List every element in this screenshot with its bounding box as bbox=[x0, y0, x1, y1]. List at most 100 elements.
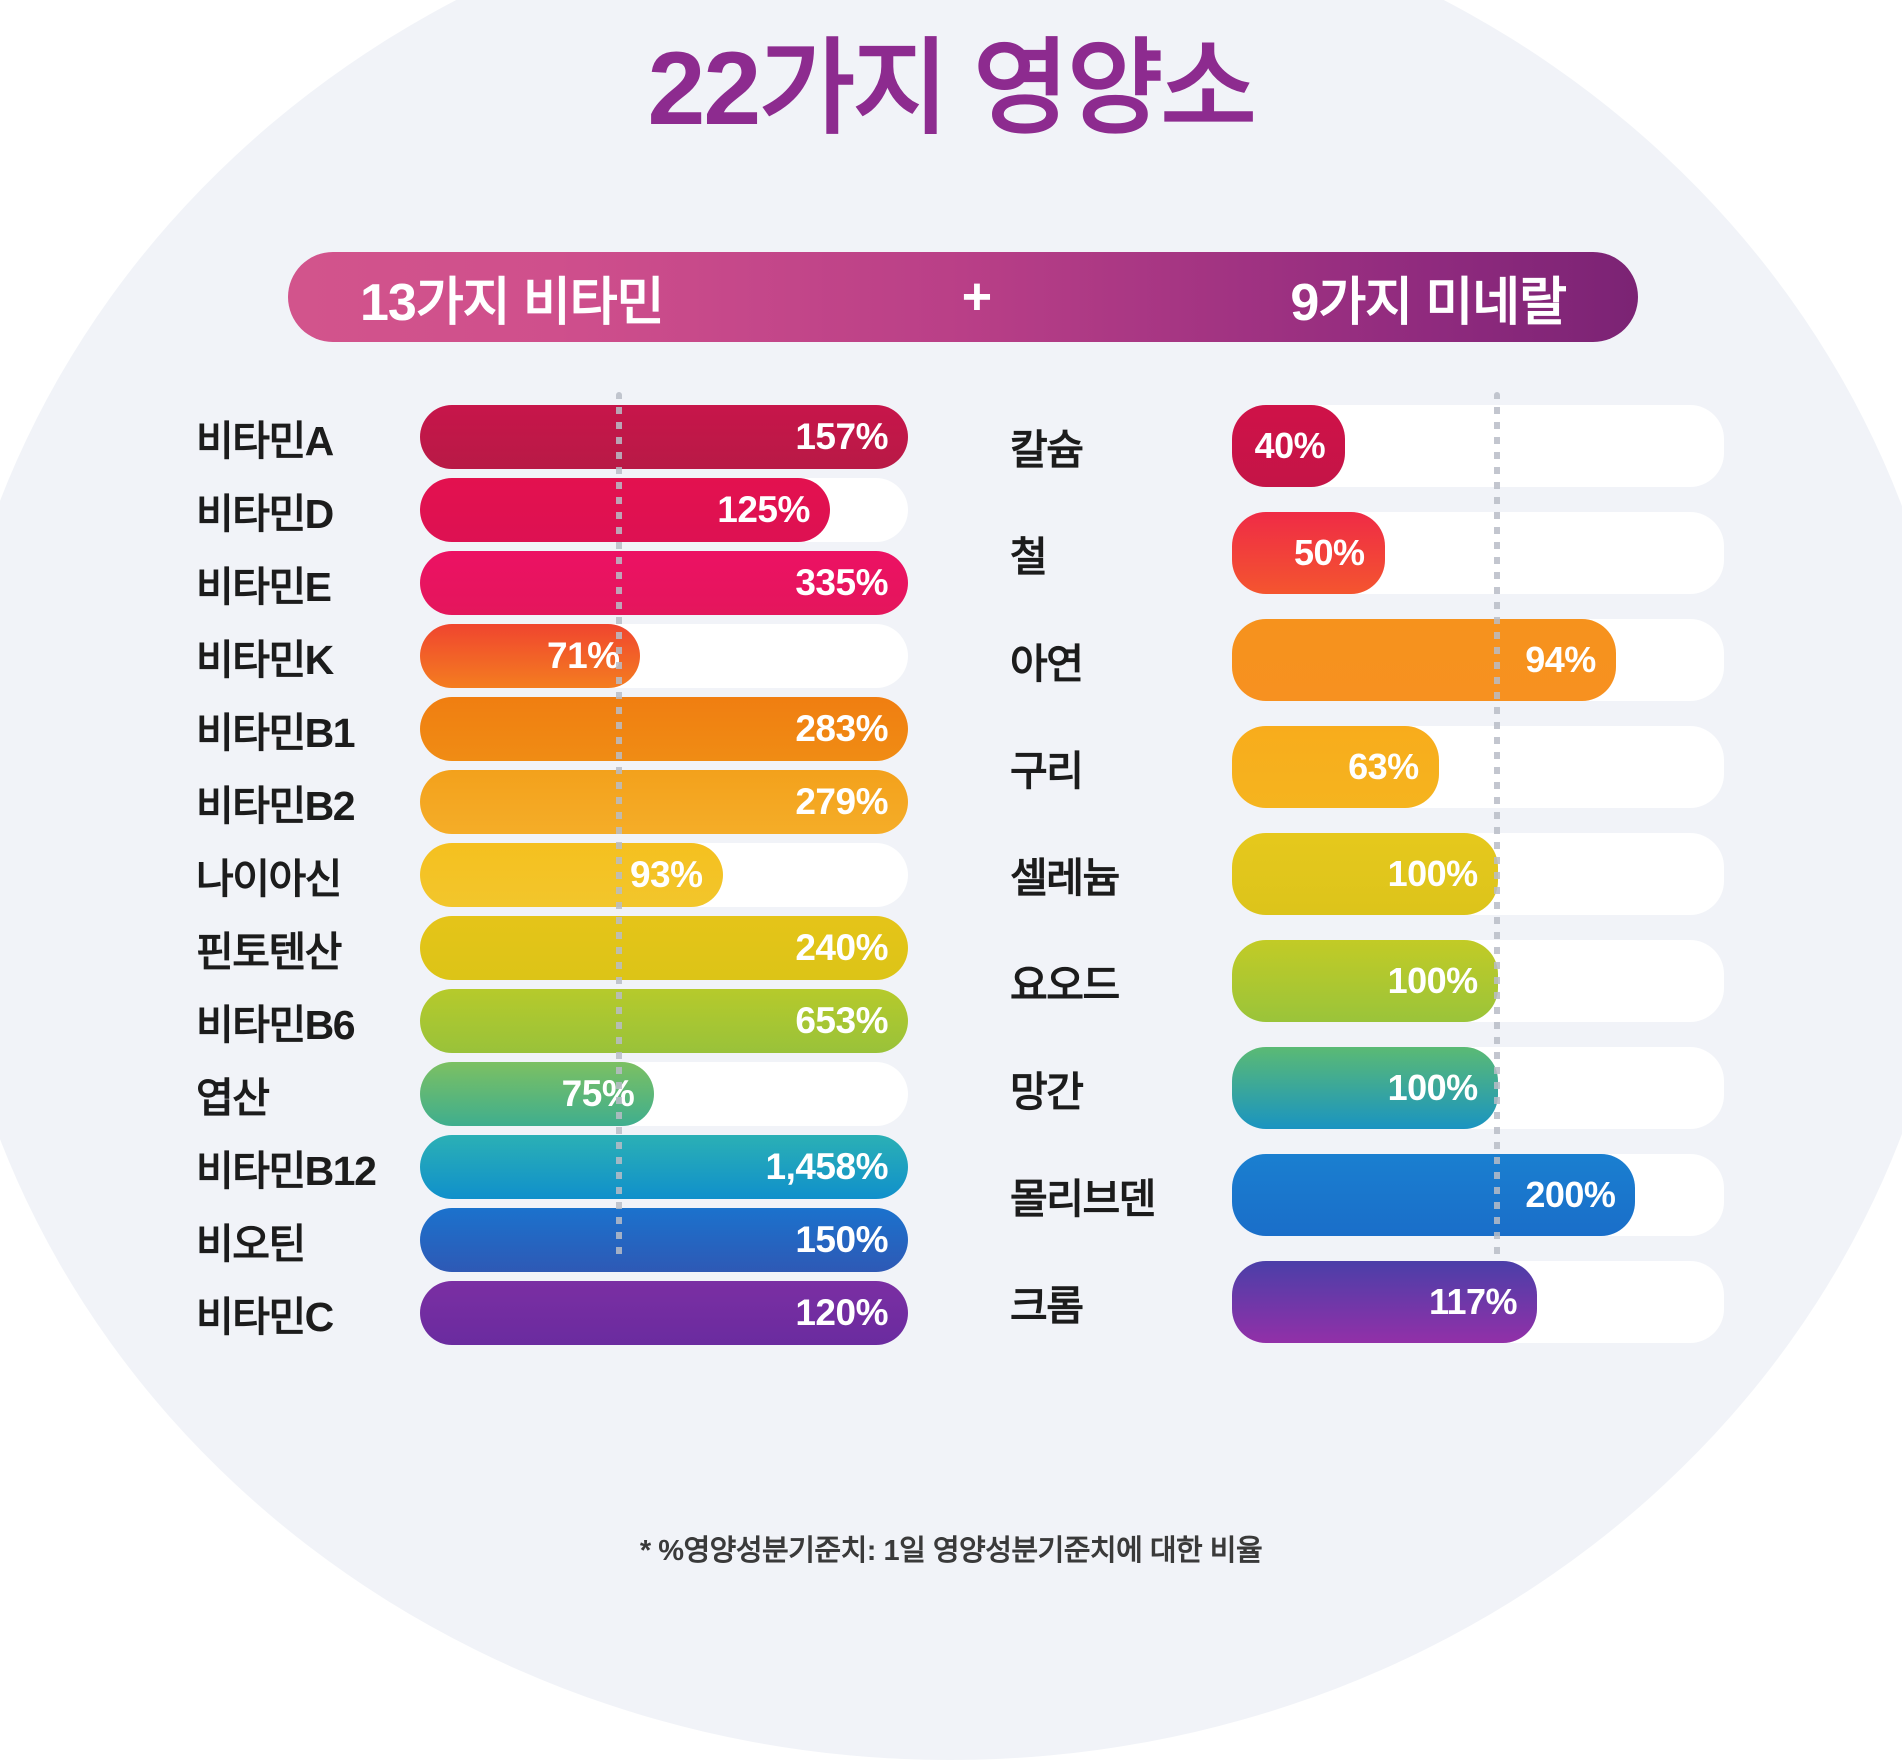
nutrient-bar-fill: 100% bbox=[1232, 940, 1498, 1022]
nutrient-bar-fill: 335% bbox=[420, 551, 908, 615]
nutrient-bar-track: 150% bbox=[420, 1208, 908, 1272]
nutrient-row: 셀레늄 100% bbox=[1010, 833, 1724, 915]
nutrient-value-label: 1,458% bbox=[765, 1146, 889, 1187]
nutrient-row: 망간 100% bbox=[1010, 1047, 1724, 1129]
nutrient-label: 비타민E bbox=[196, 564, 332, 610]
nutrient-bar-track: 653% bbox=[420, 989, 908, 1053]
nutrient-bar-track: 157% bbox=[420, 405, 908, 469]
nutrient-value-label: 150% bbox=[795, 1219, 888, 1260]
nutrient-bar-track: 94% bbox=[1232, 619, 1724, 701]
nutrient-bar-fill: 94% bbox=[1232, 619, 1616, 701]
nutrient-row: 비타민D 125% bbox=[196, 478, 908, 542]
nutrient-row: 요오드 100% bbox=[1010, 940, 1724, 1022]
nutrient-bar-fill: 125% bbox=[420, 478, 830, 542]
nutrient-bar-fill: 93% bbox=[420, 843, 723, 907]
nutrient-label: 망간 bbox=[1010, 1069, 1084, 1115]
nutrient-row: 비타민B2 279% bbox=[196, 770, 908, 834]
footnote: * %영양성분기준치: 1일 영양성분기준치에 대한 비율 bbox=[639, 1535, 1263, 1567]
nutrient-bar-track: 100% bbox=[1232, 940, 1724, 1022]
nutrient-label: 요오드 bbox=[1010, 962, 1120, 1008]
nutrient-row: 나이아신 93% bbox=[196, 843, 908, 907]
nutrient-bar-track: 71% bbox=[420, 624, 908, 688]
nutrient-label: 셀레늄 bbox=[1010, 855, 1120, 901]
nutrient-bar-track: 279% bbox=[420, 770, 908, 834]
banner-vitamins-label: 13가지 비타민 bbox=[360, 273, 664, 332]
nutrient-row: 비타민E 335% bbox=[196, 551, 908, 615]
nutrient-bar-fill: 50% bbox=[1232, 512, 1385, 594]
nutrient-row: 비타민B12 1,458% bbox=[196, 1135, 908, 1199]
nutrient-bar-track: 1,458% bbox=[420, 1135, 908, 1199]
nutrient-row: 구리 63% bbox=[1010, 726, 1724, 808]
plus-icon: + bbox=[961, 268, 993, 326]
nutrient-label: 비타민A bbox=[196, 418, 334, 464]
page-title: 22가지 영양소 bbox=[647, 31, 1257, 147]
nutrient-bar-track: 200% bbox=[1232, 1154, 1724, 1236]
nutrient-value-label: 120% bbox=[795, 1292, 888, 1333]
nutrient-bar-fill: 240% bbox=[420, 916, 908, 980]
nutrient-value-label: 125% bbox=[717, 489, 810, 530]
nutrient-value-label: 63% bbox=[1348, 746, 1419, 787]
nutrient-value-label: 240% bbox=[795, 927, 888, 968]
nutrient-bar-fill: 100% bbox=[1232, 1047, 1498, 1129]
nutrient-bar-fill: 653% bbox=[420, 989, 908, 1053]
nutrient-label: 비오틴 bbox=[196, 1221, 306, 1267]
nutrient-label: 철 bbox=[1010, 534, 1048, 580]
nutrient-label: 비타민B1 bbox=[196, 710, 356, 756]
nutrient-row: 핀토텐산 240% bbox=[196, 916, 908, 980]
nutrient-label: 비타민B6 bbox=[196, 1002, 356, 1048]
nutrient-bar-fill: 279% bbox=[420, 770, 908, 834]
nutrient-value-label: 75% bbox=[561, 1073, 635, 1114]
nutrient-bar-fill: 283% bbox=[420, 697, 908, 761]
vitamins-chart-column: 비타민A 157% 비타민D 125% 비타민E 335% 비타민K 71% 비타민B1 283%… bbox=[196, 405, 908, 1354]
nutrient-bar-fill: 63% bbox=[1232, 726, 1439, 808]
reference-marker-minerals bbox=[1494, 392, 1500, 1262]
nutrient-row: 몰리브덴 200% bbox=[1010, 1154, 1724, 1236]
nutrient-bar-track: 335% bbox=[420, 551, 908, 615]
nutrient-value-label: 157% bbox=[795, 416, 888, 457]
nutrient-bar-track: 75% bbox=[420, 1062, 908, 1126]
nutrient-value-label: 100% bbox=[1387, 1067, 1479, 1108]
nutrient-row: 아연 94% bbox=[1010, 619, 1724, 701]
nutrient-label: 핀토텐산 bbox=[196, 929, 342, 975]
nutrient-value-label: 100% bbox=[1387, 853, 1479, 894]
nutrient-value-label: 93% bbox=[629, 854, 703, 895]
nutrient-label: 비타민D bbox=[196, 491, 334, 537]
nutrient-row: 크롬 117% bbox=[1010, 1261, 1724, 1343]
nutrient-row: 비타민B6 653% bbox=[196, 989, 908, 1053]
nutrient-bar-fill: 40% bbox=[1232, 405, 1346, 487]
nutrient-bar-track: 100% bbox=[1232, 1047, 1724, 1129]
minerals-chart-column: 칼슘 40% 철 50% 아연 94% 구리 63% 셀레늄 100% 요오드 100% 망간 100% 몰… bbox=[1010, 405, 1724, 1368]
nutrient-bar-fill: 120% bbox=[420, 1281, 908, 1345]
nutrient-label: 크롬 bbox=[1010, 1283, 1084, 1329]
nutrient-row: 비타민A 157% bbox=[196, 405, 908, 469]
nutrient-label: 엽산 bbox=[196, 1075, 270, 1121]
nutrient-row: 비타민K 71% bbox=[196, 624, 908, 688]
nutrient-bar-fill: 200% bbox=[1232, 1154, 1636, 1236]
nutrient-row: 비타민B1 283% bbox=[196, 697, 908, 761]
nutrient-bar-track: 283% bbox=[420, 697, 908, 761]
nutrient-bar-fill: 1,458% bbox=[420, 1135, 908, 1199]
nutrient-bar-fill: 150% bbox=[420, 1208, 908, 1272]
nutrient-value-label: 117% bbox=[1428, 1281, 1518, 1322]
nutrient-value-label: 653% bbox=[795, 1000, 888, 1041]
nutrient-bar-track: 117% bbox=[1232, 1261, 1724, 1343]
banner-minerals-label: 9가지 미네랄 bbox=[1290, 273, 1567, 332]
nutrient-bar-track: 125% bbox=[420, 478, 908, 542]
nutrient-label: 아연 bbox=[1010, 641, 1084, 687]
nutrient-row: 철 50% bbox=[1010, 512, 1724, 594]
nutrient-label: 비타민C bbox=[196, 1294, 334, 1340]
nutrient-bar-track: 240% bbox=[420, 916, 908, 980]
nutrient-bar-track: 63% bbox=[1232, 726, 1724, 808]
nutrient-row: 비타민C 120% bbox=[196, 1281, 908, 1345]
nutrient-label: 구리 bbox=[1010, 748, 1084, 794]
nutrient-label: 비타민B2 bbox=[196, 783, 356, 829]
nutrient-bar-track: 100% bbox=[1232, 833, 1724, 915]
nutrient-row: 칼슘 40% bbox=[1010, 405, 1724, 487]
nutrient-bar-track: 50% bbox=[1232, 512, 1724, 594]
nutrient-value-label: 40% bbox=[1254, 425, 1326, 466]
nutrient-label: 나이아신 bbox=[196, 856, 342, 902]
nutrient-value-label: 50% bbox=[1293, 532, 1365, 573]
nutrient-value-label: 200% bbox=[1525, 1174, 1616, 1215]
nutrient-label: 칼슘 bbox=[1010, 427, 1084, 473]
nutrient-value-label: 283% bbox=[795, 708, 888, 749]
